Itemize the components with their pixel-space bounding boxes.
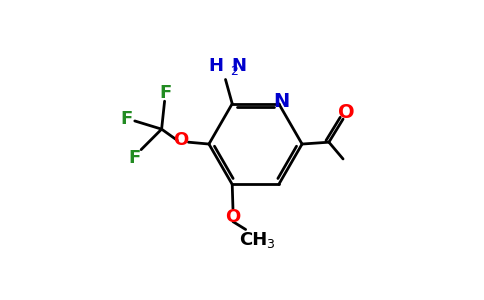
Text: H: H <box>209 58 224 76</box>
Text: O: O <box>173 131 189 149</box>
Text: F: F <box>128 149 140 167</box>
Text: O: O <box>338 103 354 122</box>
Text: F: F <box>159 84 171 102</box>
Text: N: N <box>273 92 290 111</box>
Text: 3: 3 <box>266 238 274 251</box>
Text: O: O <box>226 208 241 226</box>
Text: CH: CH <box>239 230 267 248</box>
Text: 2: 2 <box>230 65 238 78</box>
Text: N: N <box>231 58 246 76</box>
Text: F: F <box>121 110 133 128</box>
